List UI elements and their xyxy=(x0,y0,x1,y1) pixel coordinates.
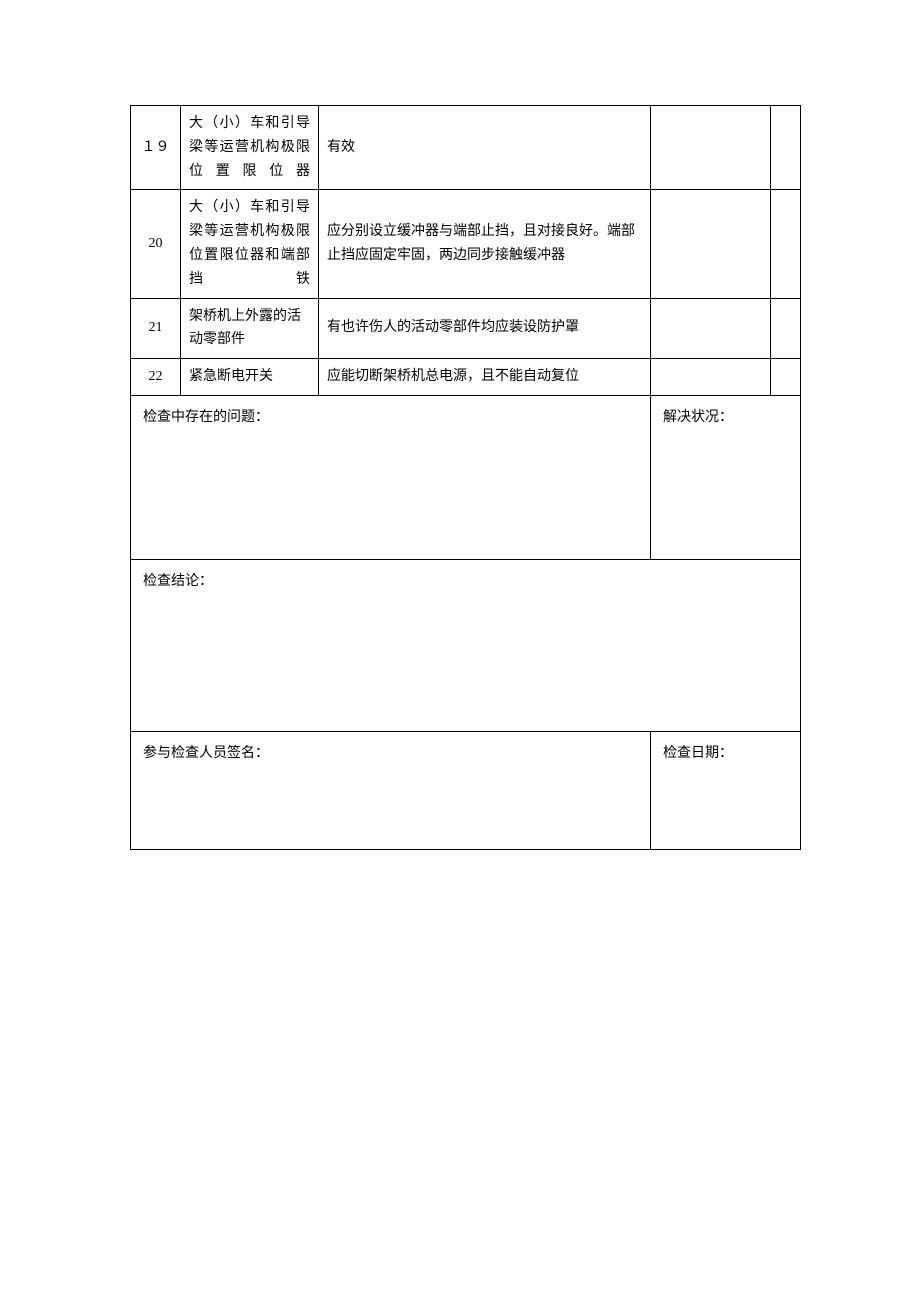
problems-row: 检查中存在的问题： 解决状况： xyxy=(131,395,801,559)
row-item: 紧急断电开关 xyxy=(181,359,319,396)
row-check1 xyxy=(651,298,771,359)
row-desc: 有也许伤人的活动零部件均应装设防护罩 xyxy=(319,298,651,359)
row-item: 大（小）车和引导梁等运营机构极限位置限位器 xyxy=(181,106,319,190)
row-check2 xyxy=(771,190,801,298)
table-row: １９ 大（小）车和引导梁等运营机构极限位置限位器 有效 xyxy=(131,106,801,190)
signature-label: 参与检查人员签名： xyxy=(131,731,651,849)
problems-label: 检查中存在的问题： xyxy=(131,395,651,559)
row-check1 xyxy=(651,359,771,396)
row-check2 xyxy=(771,298,801,359)
table-row: 22 紧急断电开关 应能切断架桥机总电源，且不能自动复位 xyxy=(131,359,801,396)
date-label: 检查日期： xyxy=(651,731,801,849)
inspection-table: １９ 大（小）车和引导梁等运营机构极限位置限位器 有效 20 大（小）车和引导梁… xyxy=(130,105,801,850)
row-item: 架桥机上外露的活动零部件 xyxy=(181,298,319,359)
row-desc: 应分别设立缓冲器与端部止挡，且对接良好。端部止挡应固定牢固，两边同步接触缓冲器 xyxy=(319,190,651,298)
table-row: 20 大（小）车和引导梁等运营机构极限位置限位器和端部挡铁 应分别设立缓冲器与端… xyxy=(131,190,801,298)
row-number: 20 xyxy=(131,190,181,298)
signature-row: 参与检查人员签名： 检查日期： xyxy=(131,731,801,849)
row-desc: 有效 xyxy=(319,106,651,190)
conclusion-label: 检查结论： xyxy=(131,559,801,731)
table-row: 21 架桥机上外露的活动零部件 有也许伤人的活动零部件均应装设防护罩 xyxy=(131,298,801,359)
resolution-label: 解决状况： xyxy=(651,395,801,559)
row-check1 xyxy=(651,190,771,298)
row-item: 大（小）车和引导梁等运营机构极限位置限位器和端部挡铁 xyxy=(181,190,319,298)
row-number: 21 xyxy=(131,298,181,359)
row-check1 xyxy=(651,106,771,190)
row-number: １９ xyxy=(131,106,181,190)
conclusion-row: 检查结论： xyxy=(131,559,801,731)
row-check2 xyxy=(771,359,801,396)
row-check2 xyxy=(771,106,801,190)
row-number: 22 xyxy=(131,359,181,396)
row-desc: 应能切断架桥机总电源，且不能自动复位 xyxy=(319,359,651,396)
